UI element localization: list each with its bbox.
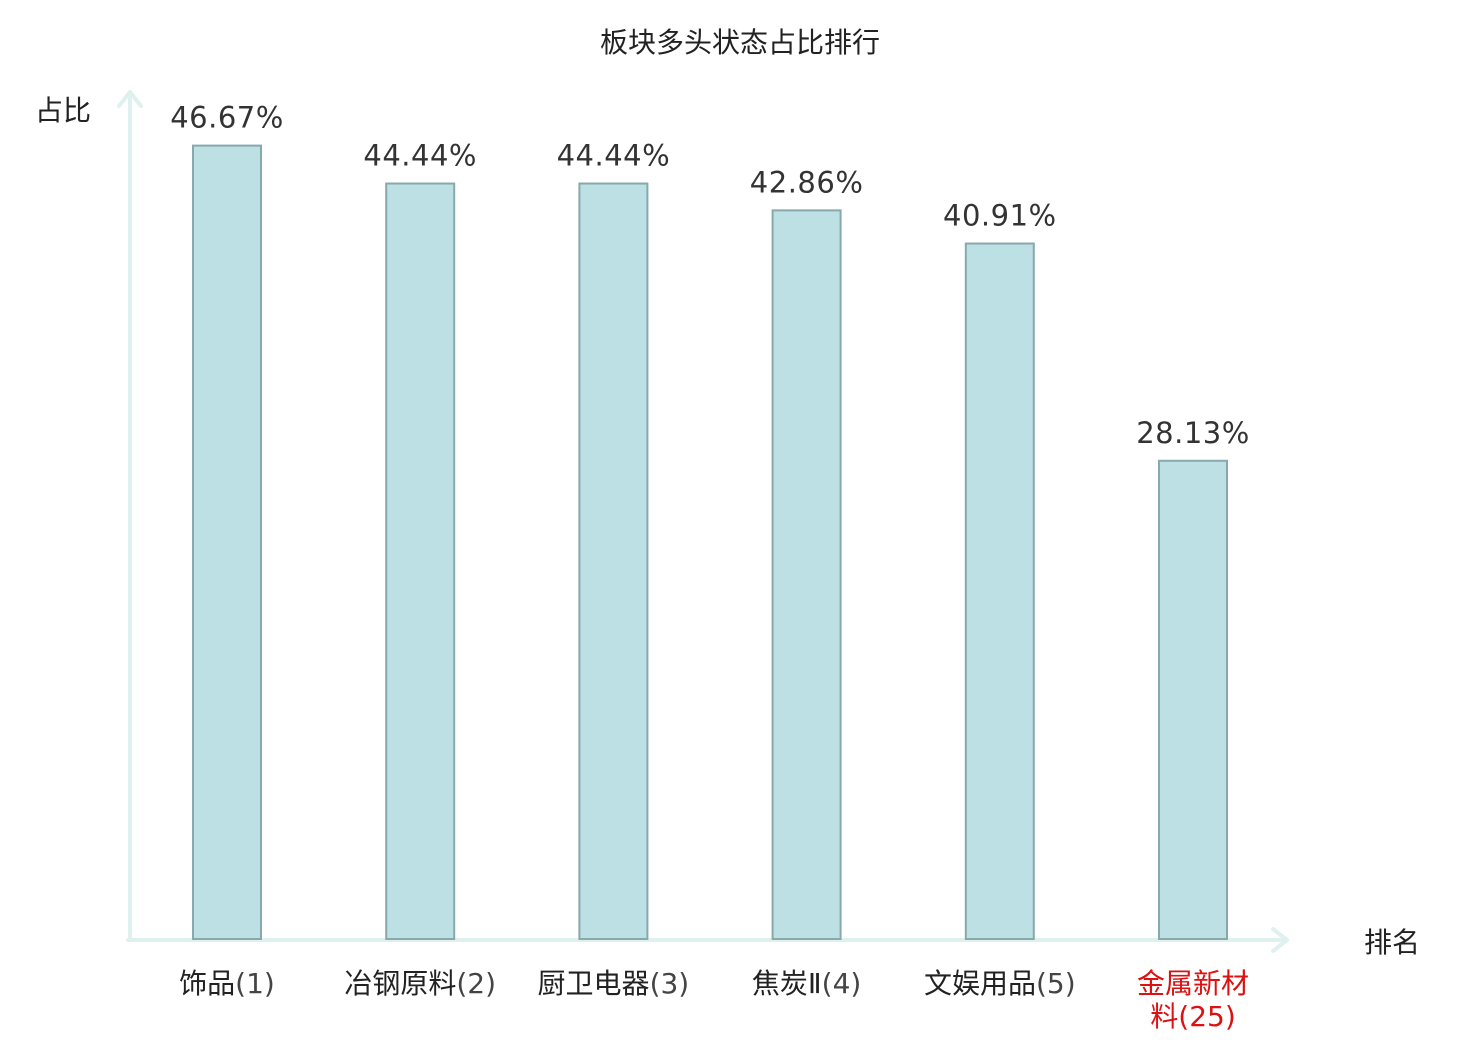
x-axis — [126, 927, 1289, 953]
category-label-5: 文娱用品(5) — [924, 967, 1076, 1000]
category-label-4: 焦炭Ⅱ(4) — [752, 967, 861, 1000]
value-label-6: 28.13% — [1136, 416, 1250, 450]
y-axis — [117, 90, 143, 942]
chart-title: 板块多头状态占比排行 — [600, 26, 880, 59]
value-labels: 46.67% 44.44% 44.44% 42.86% 40.91% 28.13% — [170, 101, 1250, 450]
category-labels: 饰品(1) 冶钢原料(2) 厨卫电器(3) 焦炭Ⅱ(4) 文娱用品(5) 金属新材料(25… — [179, 967, 1249, 1033]
value-label-2: 44.44% — [363, 139, 477, 173]
x-axis-label: 排名 — [1364, 926, 1420, 959]
bar-1 — [192, 144, 262, 941]
category-label-1: 饰品(1) — [179, 967, 275, 1000]
category-label-3: 厨卫电器(3) — [538, 967, 690, 1000]
bar-6 — [1158, 459, 1228, 940]
bar-5 — [964, 242, 1035, 940]
value-label-1: 46.67% — [170, 101, 284, 135]
bar-3 — [578, 182, 649, 940]
value-label-3: 44.44% — [557, 139, 671, 173]
value-label-5: 40.91% — [943, 199, 1057, 233]
category-label-6: 金属新材料(25) — [1137, 967, 1249, 1033]
value-label-4: 42.86% — [750, 165, 864, 199]
bar-4 — [771, 209, 842, 940]
y-axis-label: 占比 — [35, 94, 91, 127]
bar-2 — [385, 182, 456, 940]
bar-series — [192, 144, 1228, 941]
category-label-2: 冶钢原料(2) — [344, 967, 496, 1000]
